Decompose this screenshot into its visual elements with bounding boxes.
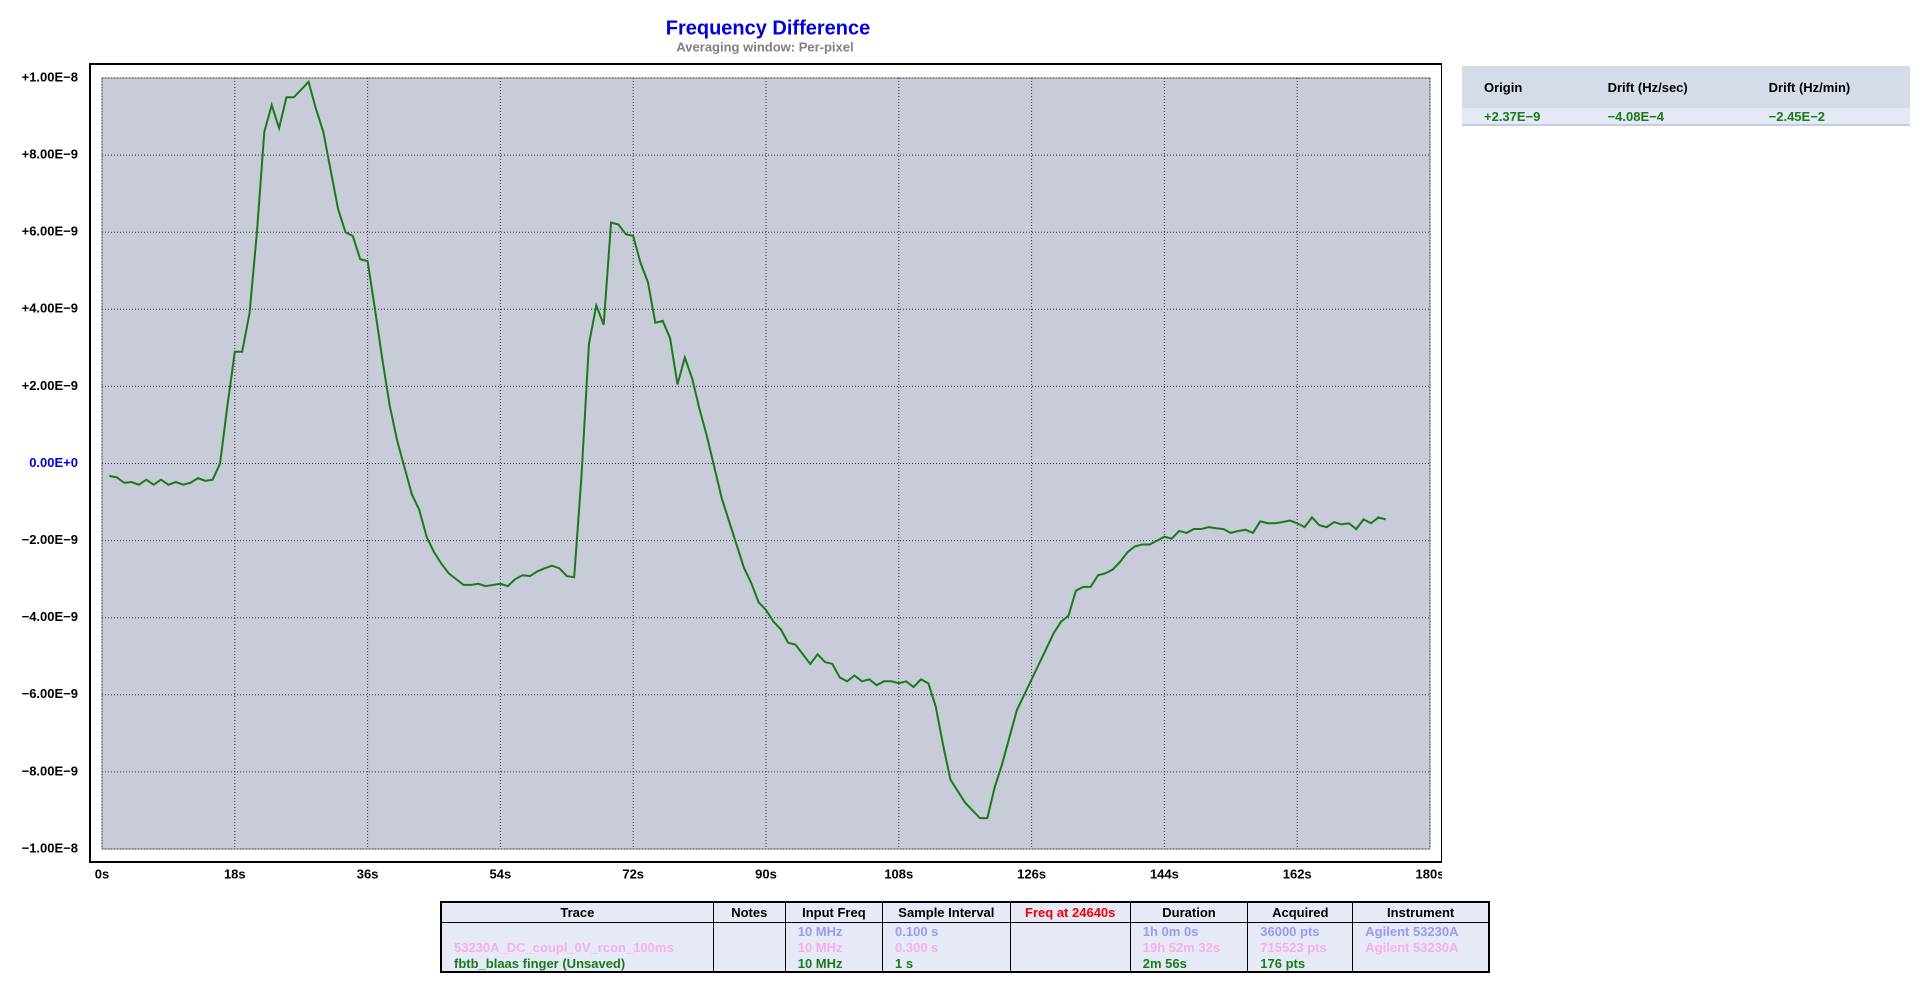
table-cell: Agilent 53230A	[1352, 922, 1490, 939]
table-row: 10 MHz 0.100 s 1h 0m 0s 36000 pts Agilent 53…	[440, 922, 1490, 939]
y-tick-label: +6.00E−9	[22, 224, 78, 239]
x-tick-label: 162s	[1283, 866, 1312, 881]
table-cell	[712, 955, 786, 972]
table-cell: 10 MHz	[784, 955, 884, 972]
chart-title: Frequency Difference	[666, 17, 871, 39]
table-cell	[440, 922, 714, 939]
table-cell	[1009, 955, 1131, 972]
y-tick-label: −4.00E−9	[22, 609, 78, 624]
trace-table: Trace Notes Input Freq Sample Interval Freq …	[440, 901, 1490, 973]
table-cell	[1009, 939, 1131, 955]
table-cell: Agilent 53230A	[1352, 939, 1490, 955]
table-cell	[1009, 922, 1131, 939]
table-cell: +2.37E−9	[1462, 108, 1586, 126]
table-cell: 53230A_DC_coupl_0V_rcon_100ms	[440, 939, 714, 955]
table-cell: 176 pts	[1247, 955, 1354, 972]
table-cell: 19h 52m 32s	[1129, 939, 1249, 955]
table-cell: 10 MHz	[784, 939, 884, 955]
x-tick-label: 0s	[95, 866, 109, 881]
table-cell: fbtb_blaas finger (Unsaved)	[440, 955, 714, 972]
chart-subtitle: Averaging window: Per-pixel	[676, 39, 853, 54]
column-header: Notes	[712, 901, 786, 923]
column-header: Input Freq	[784, 901, 884, 923]
table-cell	[712, 922, 786, 939]
x-tick-label: 180s	[1416, 866, 1442, 881]
table-row: +2.37E−9 −4.08E−4 −2.45E−2	[1462, 108, 1910, 126]
x-tick-label: 72s	[622, 866, 644, 881]
x-tick-label: 90s	[755, 866, 777, 881]
y-tick-label: −2.00E−9	[22, 532, 78, 547]
drift-table: Origin Drift (Hz/sec) Drift (Hz/min) +2.37E…	[1462, 66, 1910, 126]
y-tick-label: −8.00E−9	[22, 763, 78, 778]
column-header: Acquired	[1247, 901, 1354, 923]
table-cell: 0.300 s	[882, 939, 1011, 955]
table-cell: 1h 0m 0s	[1129, 922, 1249, 939]
table-cell: 36000 pts	[1247, 922, 1354, 939]
x-tick-label: 54s	[490, 866, 512, 881]
table-cell: 1 s	[882, 955, 1011, 972]
x-tick-label: 18s	[224, 866, 246, 881]
table-cell: 0.100 s	[882, 922, 1011, 939]
data-line	[109, 79, 1386, 820]
table-row: fbtb_blaas finger (Unsaved) 10 MHz 1 s 2m 5…	[440, 955, 1490, 972]
table-cell	[712, 939, 786, 955]
y-tick-label: −6.00E−9	[22, 686, 78, 701]
x-tick-label: 126s	[1017, 866, 1046, 881]
column-header: Duration	[1129, 901, 1249, 923]
x-tick-label: 108s	[884, 866, 913, 881]
table-cell	[1352, 955, 1490, 972]
table-cell: 715523 pts	[1247, 939, 1354, 955]
y-tick-label: −1.00E−8	[22, 840, 78, 855]
table-cell: 2m 56s	[1129, 955, 1249, 972]
column-header: Origin	[1462, 66, 1586, 108]
column-header: Instrument	[1352, 901, 1490, 923]
table-cell: 10 MHz	[784, 922, 884, 939]
table-cell: −2.45E−2	[1746, 108, 1910, 126]
column-header: Freq at 24640s	[1009, 901, 1131, 923]
y-tick-label: +8.00E−9	[22, 147, 78, 162]
table-row: 53230A_DC_coupl_0V_rcon_100ms 10 MHz 0.300…	[440, 939, 1490, 955]
column-header: Trace	[440, 901, 714, 923]
column-header: Sample Interval	[882, 901, 1011, 923]
y-tick-label: +1.00E−8	[22, 69, 78, 84]
y-tick-label: +2.00E−9	[22, 378, 78, 393]
y-tick-label: 0.00E+0	[29, 455, 78, 470]
table-cell: −4.08E−4	[1585, 108, 1747, 126]
x-tick-label: 144s	[1150, 866, 1179, 881]
x-tick-label: 36s	[357, 866, 379, 881]
column-header: Drift (Hz/min)	[1746, 66, 1910, 108]
column-header: Drift (Hz/sec)	[1585, 66, 1747, 108]
chart: Frequency Difference Averaging window: P…	[22, 17, 1442, 881]
y-tick-label: +4.00E−9	[22, 301, 78, 316]
